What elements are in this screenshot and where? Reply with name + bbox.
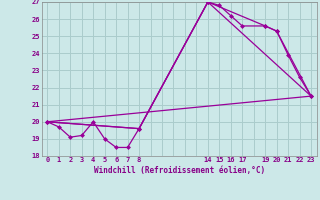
X-axis label: Windchill (Refroidissement éolien,°C): Windchill (Refroidissement éolien,°C) (94, 166, 265, 175)
